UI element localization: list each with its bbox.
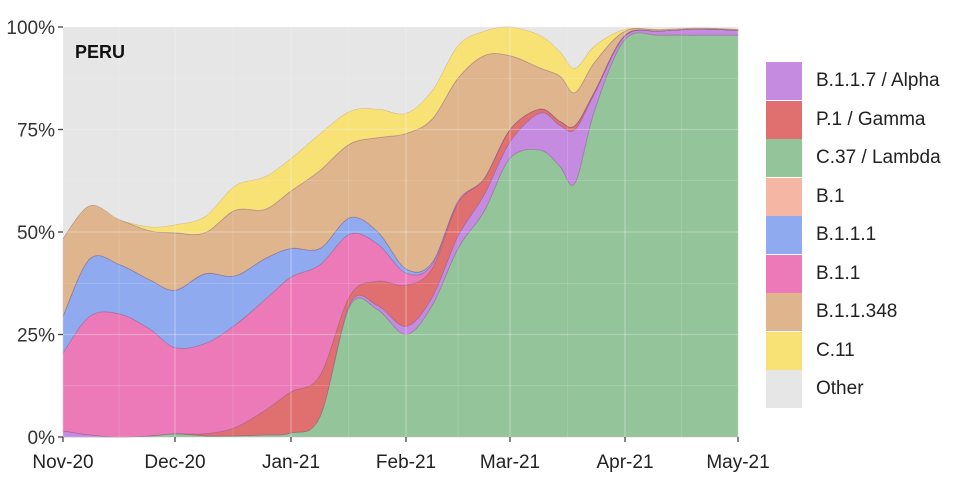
legend-label: B.1.1.7 / Alpha [816,70,940,92]
panel-title: PERU [75,42,125,62]
x-tick-label: Apr-21 [596,452,653,473]
legend-swatch [766,331,802,370]
legend-label: Other [816,378,864,400]
y-tick-label: 0% [28,428,56,449]
legend-item-other: Other [766,370,941,409]
x-tick-label: Nov-20 [32,452,93,473]
y-tick-label: 25% [17,326,55,347]
legend-item-b1: B.1 [766,177,941,217]
area-layers [62,26,739,438]
legend-swatch [766,100,802,139]
legend-label: C.37 / Lambda [816,147,941,169]
legend-label: C.11 [816,339,855,361]
legend-item-b11: B.1.1 [766,254,941,294]
legend-item-b111: B.1.1.1 [766,216,941,255]
legend-label: B.1.1.348 [816,301,898,323]
legend-swatch [766,216,802,255]
legend-label: P.1 / Gamma [816,108,926,130]
y-tick-label: 50% [17,223,55,244]
legend-swatch [766,293,802,332]
gridlines [62,26,739,438]
x-tick-label: May-21 [706,452,769,473]
legend-item-lambda: C.37 / Lambda [766,139,941,178]
x-tick-label: Feb-21 [376,452,436,473]
legend-label: B.1.1 [816,262,861,284]
x-tick-label: Dec-20 [144,452,205,473]
legend-swatch [766,254,802,293]
legend-item-b11348: B.1.1.348 [766,293,941,332]
legend-label: B.1.1.1 [816,224,877,246]
legend-item-c11: C.11 [766,331,941,371]
legend: B.1.1.7 / Alpha P.1 / Gamma C.37 / Lambd… [766,62,941,409]
x-axis: Nov-20 Dec-20 Jan-21 Feb-21 Mar-21 Apr-21 May-… [32,437,770,473]
legend-label: B.1 [816,185,845,207]
legend-swatch [766,177,802,216]
legend-swatch [766,139,802,178]
y-tick-label: 75% [17,121,55,142]
y-axis: 0% 25% 50% 75% 100% [6,18,63,449]
x-tick-label: Jan-21 [262,452,320,473]
x-tick-label: Mar-21 [480,452,540,473]
legend-swatch [766,370,802,409]
legend-swatch [766,62,802,101]
area-other [63,26,738,239]
legend-item-gamma: P.1 / Gamma [766,100,941,140]
y-tick-label: 100% [6,18,55,39]
legend-item-alpha: B.1.1.7 / Alpha [766,62,941,101]
